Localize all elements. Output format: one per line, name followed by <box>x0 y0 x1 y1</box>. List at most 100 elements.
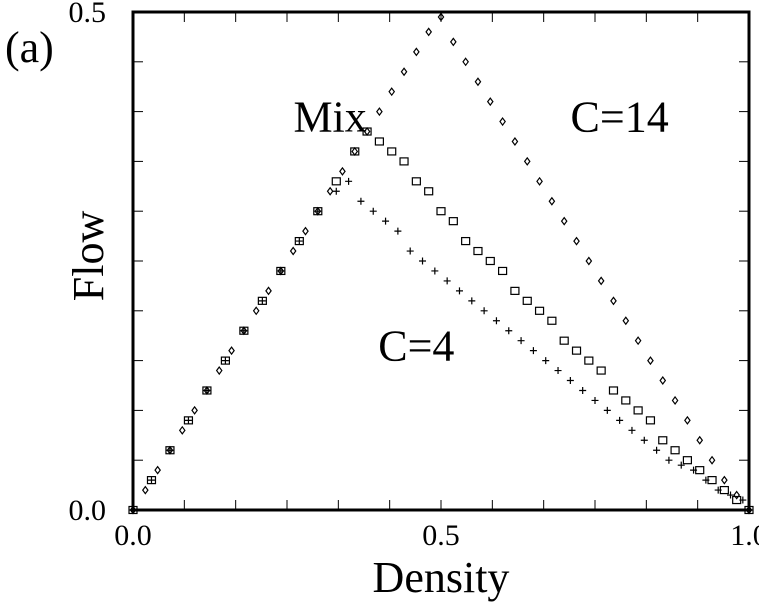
diamond-point <box>302 226 309 236</box>
diamond-point <box>376 107 383 117</box>
square-point <box>682 456 693 465</box>
diamond-point <box>178 425 186 435</box>
square-point <box>350 147 360 156</box>
plus-point <box>603 406 611 414</box>
square-point <box>510 286 520 295</box>
plus-point <box>529 347 537 355</box>
diamond-point <box>610 296 617 306</box>
diamond-point <box>634 336 642 346</box>
square-point <box>658 436 668 445</box>
plus-point <box>745 506 753 514</box>
square-point <box>571 346 582 355</box>
y-tick-label: 0.0 <box>69 494 107 527</box>
plus-point <box>542 357 550 365</box>
plus-point <box>554 367 562 375</box>
tick-labels: 0.0 0.5 1.0 0.0 0.5 <box>69 0 759 552</box>
diamond-point <box>721 475 728 485</box>
plus-point <box>203 386 211 394</box>
plus-point <box>640 436 648 444</box>
square-point <box>498 266 508 276</box>
diamond-point <box>536 176 543 186</box>
plus-point <box>727 491 735 499</box>
plus-point <box>468 297 476 305</box>
y-axis-label: Flow <box>64 211 113 302</box>
diamond-point <box>708 455 716 465</box>
diamond-point <box>499 117 506 127</box>
plus-point <box>492 317 500 325</box>
x-axis-label: Density <box>373 553 510 602</box>
plus-point <box>419 257 427 265</box>
diamond-point <box>228 346 235 356</box>
diamond-point <box>659 376 667 386</box>
square-point <box>645 416 656 425</box>
x-tick-label: 0.5 <box>422 519 460 552</box>
y-tick-label: 0.5 <box>69 0 107 29</box>
plus-point <box>517 337 525 345</box>
plus-point <box>240 327 248 335</box>
plus-point <box>579 386 587 394</box>
minor-ticks <box>133 12 749 510</box>
diamond-point <box>437 12 445 22</box>
square-point <box>387 147 397 156</box>
diamond-point <box>486 97 494 107</box>
square-point <box>547 316 557 325</box>
plus-point <box>406 247 414 255</box>
square-point <box>411 177 421 186</box>
diamond-point <box>191 405 198 415</box>
plus-point <box>221 357 229 365</box>
plus-point <box>628 426 636 434</box>
diamond-point <box>696 435 704 445</box>
square-point <box>670 446 680 455</box>
diamond-point <box>141 485 149 495</box>
data-points <box>128 12 754 515</box>
diamond-point <box>684 415 691 425</box>
plus-point <box>166 446 174 454</box>
diamond-point <box>289 246 297 256</box>
square-point <box>559 336 569 345</box>
panel-label: (a) <box>5 23 54 72</box>
square-point <box>473 246 483 256</box>
plus-point <box>480 307 488 315</box>
x-tick-label: 0.0 <box>114 519 152 552</box>
plus-point <box>184 416 192 424</box>
plus-point <box>702 476 710 484</box>
annotation-label: C=14 <box>571 93 669 142</box>
plus-point <box>443 277 451 285</box>
plus-point <box>332 187 340 195</box>
plus-point <box>357 197 365 205</box>
diamond-point <box>425 27 433 37</box>
plus-point <box>653 446 661 454</box>
plus-point <box>616 416 624 424</box>
square-point <box>596 366 606 375</box>
plus-point <box>394 227 402 235</box>
plus-point <box>258 297 266 305</box>
diamond-point <box>585 256 593 266</box>
annotation-label: C=4 <box>378 322 454 371</box>
annotation-label: Mix <box>293 93 366 142</box>
square-point <box>461 236 471 246</box>
square-point <box>584 356 594 365</box>
plus-point <box>314 207 322 215</box>
plus-point <box>431 267 439 275</box>
square-point <box>534 306 545 315</box>
plot-frame <box>131 10 751 512</box>
diamond-point <box>573 236 580 246</box>
plus-point <box>382 217 390 225</box>
square-point <box>399 157 409 166</box>
diamond-point <box>671 395 679 405</box>
square-point <box>608 386 619 395</box>
diamond-point <box>400 67 408 77</box>
diamond-point <box>597 276 605 286</box>
plus-point <box>566 377 574 385</box>
square-point <box>485 256 495 266</box>
annotations: Mix C=14 C=4 <box>293 93 668 371</box>
diamond-point <box>511 136 519 146</box>
diamond-point <box>215 366 223 376</box>
diamond-point <box>733 490 741 500</box>
square-point <box>436 207 446 216</box>
plus-point <box>591 396 599 404</box>
plus-point <box>690 466 698 474</box>
diamond-point <box>388 87 396 97</box>
diamond-point <box>252 306 260 316</box>
